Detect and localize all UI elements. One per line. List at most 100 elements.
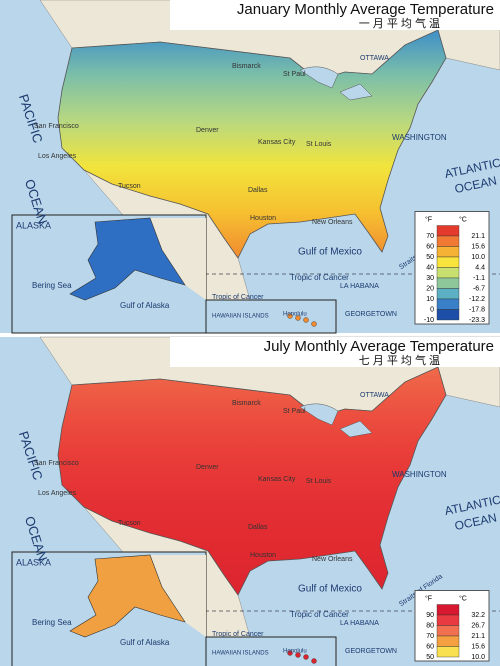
- place-label: Los Angeles: [38, 153, 77, 160]
- hawaii-island: [311, 658, 317, 664]
- legend-c: 26.7: [471, 622, 485, 629]
- place-label: San Francisco: [34, 460, 79, 467]
- place-label: LA HABANA: [340, 283, 379, 290]
- place-label: Houston: [250, 552, 276, 559]
- place-label: Kansas City: [258, 139, 296, 146]
- legend-swatch: [436, 604, 460, 616]
- place-label: OTTAWA: [360, 55, 389, 62]
- legend-swatch: [436, 309, 460, 321]
- legend-f: 50: [426, 254, 434, 261]
- place-label: HAWAIIAN ISLANDS: [212, 314, 269, 320]
- legend-swatch: [436, 225, 460, 237]
- legend-swatch: [436, 614, 460, 626]
- legend-f: 10: [426, 296, 434, 303]
- legend-f: 20: [426, 285, 434, 292]
- legend-f: 80: [426, 622, 434, 629]
- place-label: Tropic of Cancer: [290, 273, 349, 282]
- legend-f: 70: [426, 633, 434, 640]
- place-label: Tropic of Cancer: [212, 294, 264, 301]
- hawaii-inset: [205, 299, 337, 334]
- place-label: LA HABANA: [340, 620, 379, 627]
- legend-f: 30: [426, 275, 434, 282]
- legend-c: 21.1: [471, 633, 485, 640]
- us-land: [57, 366, 447, 596]
- legend-c: -6.7: [473, 285, 485, 292]
- legend-f: 70: [426, 233, 434, 240]
- place-label: St Paul: [283, 71, 306, 78]
- hawaii-island: [287, 650, 293, 656]
- place-label: Kansas City: [258, 476, 296, 483]
- place-label: Denver: [196, 464, 219, 471]
- legend-swatch: [436, 646, 460, 658]
- legend-swatch: [436, 625, 460, 637]
- legend-swatch: [436, 288, 460, 300]
- legend-f: 90: [426, 612, 434, 619]
- hawaii-island: [303, 654, 309, 660]
- hawaii-inset: [205, 636, 337, 666]
- us-land: [57, 29, 447, 259]
- legend-swatch: [436, 267, 460, 279]
- place-label: San Francisco: [34, 123, 79, 130]
- legend-c: 21.1: [471, 233, 485, 240]
- place-label: Bering Sea: [32, 618, 72, 627]
- place-label: Gulf of Alaska: [120, 638, 170, 647]
- place-label: OTTAWA: [360, 392, 389, 399]
- hawaii-island: [287, 313, 293, 319]
- hawaii-island: [295, 315, 301, 321]
- hawaii-island: [303, 317, 309, 323]
- map-subtitle: 七 月 平 均 气 温: [359, 353, 440, 367]
- map-title: July Monthly Average Temperature: [264, 338, 494, 355]
- place-label: Denver: [196, 127, 219, 134]
- legend-swatch: [436, 298, 460, 310]
- place-label: Bering Sea: [32, 281, 72, 290]
- place-label: HAWAIIAN ISLANDS: [212, 651, 269, 657]
- great-lakes: [299, 403, 373, 438]
- legend-unit: °F: [425, 594, 432, 602]
- great-lakes: [299, 66, 373, 101]
- place-label: ALASKA: [16, 220, 51, 230]
- legend-unit: °F: [425, 215, 432, 223]
- legend-c: 15.6: [471, 643, 485, 650]
- place-label: New Orleans: [312, 219, 353, 226]
- title-box: [170, 337, 500, 367]
- legend-c: 15.6: [471, 243, 485, 250]
- place-label: WASHINGTON: [392, 470, 447, 479]
- legend-f: -10: [424, 317, 434, 324]
- place-label: Houston: [250, 215, 276, 222]
- legend-c: -23.3: [469, 317, 485, 324]
- place-label: Bismarck: [232, 63, 261, 70]
- legend-c: 10.0: [471, 254, 485, 261]
- legend-c: -1.1: [473, 275, 485, 282]
- hawaii-island: [295, 652, 301, 658]
- legend-c: 10.0: [471, 654, 485, 661]
- hawaii-island: [311, 321, 317, 327]
- place-label: GEORGETOWN: [345, 648, 397, 655]
- legend-f: 50: [426, 654, 434, 661]
- place-label: Tucson: [118, 183, 141, 190]
- place-label: St Louis: [306, 478, 332, 485]
- legend-swatch: [436, 635, 460, 647]
- place-label: Los Angeles: [38, 490, 77, 497]
- map-title: January Monthly Average Temperature: [237, 1, 494, 18]
- legend-f: 60: [426, 643, 434, 650]
- legend-swatch: [436, 235, 460, 247]
- title-box: [170, 0, 500, 30]
- place-label: Gulf of Mexico: [298, 584, 362, 595]
- map-subtitle: 一 月 平 均 气 温: [359, 16, 440, 30]
- legend-f: 0: [430, 306, 434, 313]
- legend-swatch: [436, 246, 460, 258]
- place-label: Gulf of Mexico: [298, 247, 362, 258]
- place-label: Gulf of Alaska: [120, 301, 170, 310]
- legend-c: 4.4: [475, 264, 485, 271]
- place-label: New Orleans: [312, 556, 353, 563]
- place-label: St Louis: [306, 141, 332, 148]
- canada-inset-land: [150, 218, 206, 300]
- place-label: Dallas: [248, 187, 268, 194]
- place-label: GEORGETOWN: [345, 311, 397, 318]
- place-label: Tucson: [118, 520, 141, 527]
- legend-f: 60: [426, 243, 434, 250]
- place-label: Tropic of Cancer: [290, 610, 349, 619]
- canada-inset-land: [150, 555, 206, 637]
- place-label: Honolulu: [283, 312, 307, 318]
